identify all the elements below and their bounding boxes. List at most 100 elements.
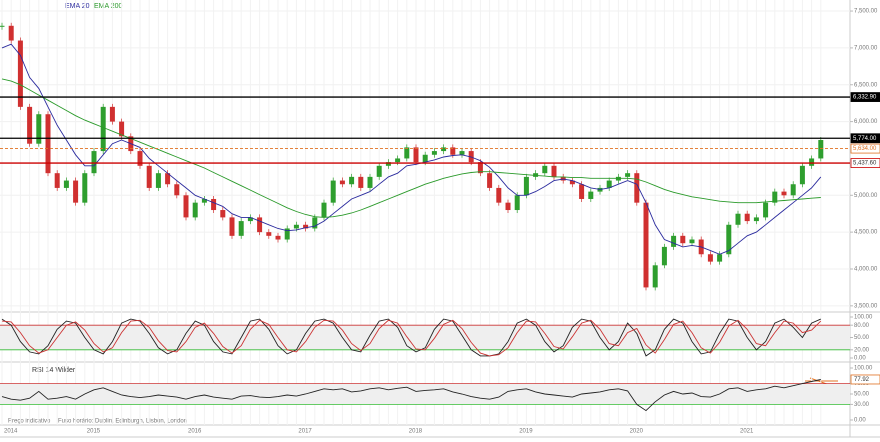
candle — [753, 217, 759, 222]
candle — [146, 165, 152, 188]
candle — [238, 221, 244, 236]
candle — [671, 235, 677, 247]
candle — [201, 198, 207, 203]
level-label: 5,437.60 — [853, 161, 877, 167]
y-tick-label: 4,500.00 — [854, 230, 878, 236]
candle — [661, 246, 667, 266]
candle — [8, 25, 14, 41]
candle — [0, 25, 5, 27]
candle — [487, 173, 493, 188]
candle — [155, 173, 161, 188]
y-tick-label: 20.00 — [854, 347, 870, 353]
candle — [109, 106, 115, 122]
level-tag — [850, 92, 880, 102]
candle — [137, 151, 143, 166]
candle — [82, 173, 88, 203]
value-label: 77.92 — [854, 377, 870, 383]
candle — [339, 180, 345, 185]
candle — [385, 162, 391, 166]
candle — [809, 158, 815, 166]
candle — [735, 213, 741, 225]
candle — [505, 202, 511, 211]
candle — [569, 180, 575, 185]
y-tick-label: 5,000.00 — [854, 193, 878, 199]
candle — [523, 176, 529, 196]
oscillator-line — [1, 319, 822, 357]
y-tick-label: 6,500.00 — [854, 82, 878, 88]
candle — [220, 210, 226, 218]
ema-line — [1, 78, 821, 218]
candle — [358, 176, 364, 188]
candle — [27, 106, 33, 144]
candle — [257, 217, 263, 233]
candle — [91, 151, 97, 174]
candle — [312, 217, 318, 229]
candle — [689, 239, 695, 244]
x-tick-label: 2020 — [630, 429, 644, 435]
candle — [63, 180, 69, 188]
x-tick-label: 2015 — [87, 429, 101, 435]
candle — [367, 176, 373, 188]
candle — [395, 158, 401, 163]
candle — [266, 232, 272, 236]
candle — [211, 198, 217, 211]
x-tick-label: 2016 — [188, 429, 202, 435]
candle — [349, 176, 355, 185]
candle — [293, 224, 299, 229]
level-label: 5,774.00 — [853, 136, 877, 142]
candle — [763, 202, 769, 218]
ema-line — [1, 43, 822, 255]
legend-entry: EMA 200 — [94, 3, 123, 10]
y-tick-label: 4,000.00 — [854, 267, 878, 273]
candle — [229, 217, 235, 236]
candle — [707, 254, 713, 262]
candle — [275, 235, 281, 240]
y-tick-label: 0.00 — [854, 356, 866, 362]
candle — [496, 187, 502, 203]
candle — [772, 191, 778, 203]
candle — [625, 173, 631, 177]
candle — [450, 147, 456, 155]
candle — [818, 140, 824, 159]
candle — [634, 173, 640, 203]
candle — [330, 180, 336, 203]
candle — [45, 114, 51, 174]
level-label: 6,332.90 — [853, 95, 877, 101]
candle — [17, 40, 23, 107]
candle — [174, 184, 180, 196]
y-tick-label: 30.00 — [854, 402, 870, 408]
y-tick-label: 0.00 — [854, 418, 866, 424]
candle — [542, 165, 548, 174]
legend-entry: EMA 20 — [65, 3, 90, 10]
y-tick-label: 7,000.00 — [854, 45, 878, 51]
candle — [73, 180, 79, 203]
x-tick-label: 2018 — [409, 429, 423, 435]
candle — [726, 224, 732, 255]
y-tick-label: 100.00 — [854, 366, 873, 372]
candle — [744, 213, 750, 222]
candle — [588, 191, 594, 199]
candle — [54, 173, 60, 188]
candle — [459, 151, 465, 155]
candle — [284, 228, 290, 240]
candle — [717, 254, 723, 262]
candle — [376, 165, 382, 177]
oscillator-line — [1, 379, 821, 412]
candle — [643, 202, 649, 288]
level-tag — [850, 133, 880, 144]
y-tick-label: 6,000.00 — [854, 119, 878, 125]
candle — [579, 184, 585, 199]
level-label: 5,634.00 — [853, 146, 877, 152]
candle — [183, 195, 189, 218]
candle — [652, 265, 658, 288]
candle — [303, 224, 309, 229]
candle — [247, 217, 253, 222]
candle — [441, 147, 447, 152]
candle — [781, 191, 787, 196]
candle — [119, 121, 125, 137]
candle — [192, 202, 198, 218]
footer-note: Fuso horário: Dublin, Edinburgh, Lisbon,… — [58, 419, 187, 425]
level-tag — [850, 143, 880, 154]
x-tick-label: 2021 — [740, 429, 754, 435]
